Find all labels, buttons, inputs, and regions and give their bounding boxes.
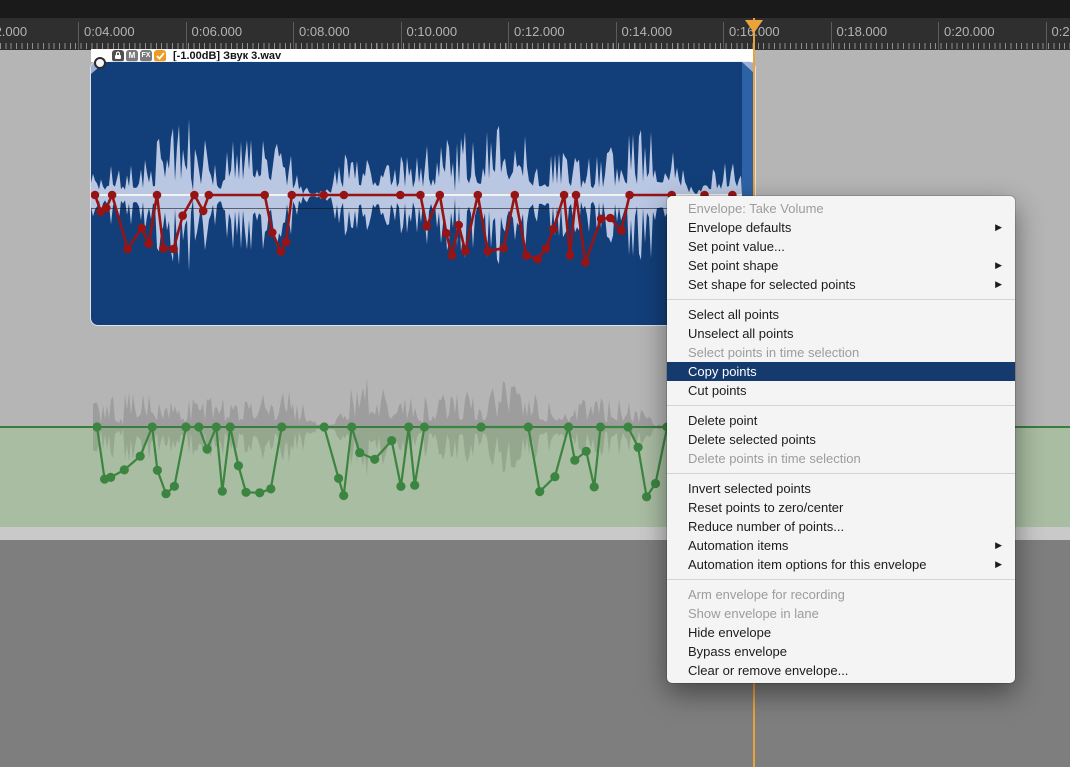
menu-item-label: Invert selected points bbox=[688, 481, 811, 496]
menu-item-show-envelope-in-lane: Show envelope in lane bbox=[667, 604, 1015, 623]
menu-item-copy-points[interactable]: Copy points bbox=[667, 362, 1015, 381]
menu-item-envelope-defaults[interactable]: Envelope defaults ▶ bbox=[667, 218, 1015, 237]
window-top-bar bbox=[0, 0, 1070, 18]
menu-item-label: Arm envelope for recording bbox=[688, 587, 845, 602]
submenu-arrow-icon: ▶ bbox=[995, 260, 1002, 270]
ruler-marker-0-20-000: 0:20.000 bbox=[938, 22, 1046, 50]
ruler-marker-0-18-000: 0:18.000 bbox=[830, 22, 939, 50]
ruler-label: 0:04.000 bbox=[84, 24, 135, 39]
menu-item-label: Select all points bbox=[688, 307, 780, 322]
fx-button[interactable]: FX bbox=[140, 49, 152, 62]
menu-item-label: Reset points to zero/center bbox=[688, 500, 844, 515]
menu-item-label: Select points in time selection bbox=[688, 345, 860, 360]
ruler-marker-0-10-000: 0:10.000 bbox=[400, 22, 509, 50]
menu-item-label: Cut points bbox=[688, 383, 747, 398]
menu-item-reduce-number-of-points[interactable]: Reduce number of points... bbox=[667, 517, 1015, 536]
playhead-marker[interactable] bbox=[745, 20, 763, 33]
menu-item-set-shape-for-selected-points[interactable]: Set shape for selected points ▶ bbox=[667, 275, 1015, 294]
ruler-label: 0:08.000 bbox=[299, 24, 350, 39]
ruler-label: 0:12.000 bbox=[514, 24, 565, 39]
menu-item-reset-points-to-zero-center[interactable]: Reset points to zero/center bbox=[667, 498, 1015, 517]
menu-separator bbox=[667, 579, 1015, 580]
menu-item-bypass-envelope[interactable]: Bypass envelope bbox=[667, 642, 1015, 661]
envelope-points[interactable] bbox=[92, 367, 755, 507]
ruler-marker-0-02-000: 0:02.000 bbox=[0, 22, 79, 50]
lock-icon[interactable] bbox=[112, 49, 124, 62]
ruler-ticks bbox=[0, 43, 1070, 49]
submenu-arrow-icon: ▶ bbox=[995, 222, 1002, 232]
menu-separator bbox=[667, 473, 1015, 474]
menu-item-label: Automation item options for this envelop… bbox=[688, 557, 927, 572]
menu-item-label: Automation items bbox=[688, 538, 789, 553]
envelope-baseline bbox=[91, 208, 742, 209]
menu-item-set-point-value[interactable]: Set point value... bbox=[667, 237, 1015, 256]
ruler-label: 0:18.000 bbox=[836, 24, 888, 39]
ruler-marker-0-04-000: 0:04.000 bbox=[78, 22, 186, 50]
menu-item-label: Copy points bbox=[688, 364, 757, 379]
ruler-label: 0:02.000 bbox=[0, 24, 28, 39]
menu-item-label: Set point shape bbox=[688, 258, 779, 273]
take-volume-envelope[interactable] bbox=[91, 62, 742, 325]
menu-item-cut-points[interactable]: Cut points bbox=[667, 381, 1015, 400]
ruler-marker-0-12-000: 0:12.000 bbox=[508, 22, 616, 50]
ruler-marker-0-06-000: 0:06.000 bbox=[185, 22, 294, 50]
lane-volume-envelope[interactable] bbox=[92, 367, 755, 512]
menu-item-set-point-shape[interactable]: Set point shape ▶ bbox=[667, 256, 1015, 275]
menu-item-select-all-points[interactable]: Select all points bbox=[667, 305, 1015, 324]
menu-separator bbox=[667, 405, 1015, 406]
menu-item-label: Envelope defaults bbox=[688, 220, 792, 235]
menu-item-label: Delete points in time selection bbox=[688, 451, 861, 466]
item-title-bar[interactable]: M FX [-1.00dB] Звук 3.wav bbox=[91, 49, 755, 62]
menu-item-automation-item-options-for-this-envelope[interactable]: Automation item options for this envelop… bbox=[667, 555, 1015, 574]
menu-item-label: Delete selected points bbox=[688, 432, 816, 447]
submenu-arrow-icon: ▶ bbox=[995, 279, 1002, 289]
lane-envelope-baseline bbox=[0, 426, 1070, 428]
menu-item-label: Reduce number of points... bbox=[688, 519, 845, 534]
menu-separator bbox=[667, 299, 1015, 300]
menu-item-label: Hide envelope bbox=[688, 625, 772, 640]
envelope-button[interactable] bbox=[154, 49, 166, 62]
lane-waveform bbox=[93, 367, 755, 512]
ruler-marker-0-08-000: 0:08.000 bbox=[293, 22, 401, 50]
menu-item-delete-selected-points[interactable]: Delete selected points bbox=[667, 430, 1015, 449]
ruler-label: 0:20.000 bbox=[944, 24, 995, 39]
fade-out-handle[interactable] bbox=[742, 62, 755, 74]
menu-item-label: Set point value... bbox=[688, 239, 785, 254]
menu-item-label: Delete point bbox=[688, 413, 758, 428]
submenu-arrow-icon: ▶ bbox=[995, 540, 1002, 550]
submenu-arrow-icon: ▶ bbox=[995, 559, 1002, 569]
ruler-marker-0-22-000: 0:22.000 bbox=[1045, 22, 1070, 50]
ruler-label: 0:06.000 bbox=[191, 24, 243, 39]
waveform-shape bbox=[93, 377, 755, 477]
menu-item-delete-points-in-time-selection: Delete points in time selection bbox=[667, 449, 1015, 468]
ruler-label: 0:22.000 bbox=[1051, 24, 1070, 39]
ruler-marker-0-14-000: 0:14.000 bbox=[615, 22, 724, 50]
menu-item-label: Unselect all points bbox=[688, 326, 794, 341]
menu-item-label: Bypass envelope bbox=[688, 644, 788, 659]
mute-button[interactable]: M bbox=[126, 49, 138, 62]
menu-item-unselect-all-points[interactable]: Unselect all points bbox=[667, 324, 1015, 343]
envelope-points[interactable] bbox=[91, 62, 742, 325]
ruler-label: 0:10.000 bbox=[406, 24, 458, 39]
timeline-ruler[interactable]: 0:02.000 0:04.000 0:06.000 0:08.000 0:10.000… bbox=[0, 18, 1070, 50]
envelope-start-point[interactable] bbox=[94, 57, 106, 69]
menu-item-label: Show envelope in lane bbox=[688, 606, 819, 621]
menu-item-select-points-in-time-selection: Select points in time selection bbox=[667, 343, 1015, 362]
menu-item-clear-or-remove-envelope[interactable]: Clear or remove envelope... bbox=[667, 661, 1015, 680]
context-menu: Envelope: Take Volume Envelope defaults ▶ S… bbox=[667, 196, 1015, 683]
menu-item-label: Set shape for selected points bbox=[688, 277, 856, 292]
menu-item-label: Clear or remove envelope... bbox=[688, 663, 849, 678]
media-item[interactable] bbox=[91, 62, 755, 325]
item-name-label: [-1.00dB] Звук 3.wav bbox=[173, 49, 282, 62]
menu-item-arm-envelope-for-recording: Arm envelope for recording bbox=[667, 585, 1015, 604]
ruler-label: 0:14.000 bbox=[621, 24, 673, 39]
menu-item-label: Envelope: Take Volume bbox=[688, 201, 824, 216]
menu-item-delete-point[interactable]: Delete point bbox=[667, 411, 1015, 430]
menu-item-automation-items[interactable]: Automation items ▶ bbox=[667, 536, 1015, 555]
padlock-glyph bbox=[115, 51, 121, 59]
envelope-check-glyph bbox=[155, 51, 165, 60]
menu-item-hide-envelope[interactable]: Hide envelope bbox=[667, 623, 1015, 642]
menu-item-envelope-take-volume: Envelope: Take Volume bbox=[667, 199, 1015, 218]
menu-item-invert-selected-points[interactable]: Invert selected points bbox=[667, 479, 1015, 498]
